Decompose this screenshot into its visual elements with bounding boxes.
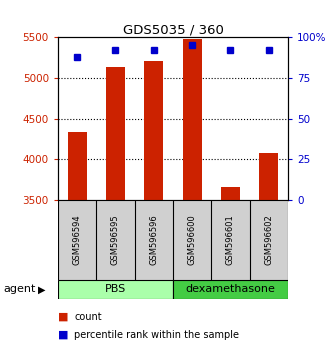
Text: agent: agent: [3, 284, 36, 295]
Text: ■: ■: [58, 312, 69, 322]
Bar: [144, 61, 164, 200]
Bar: [173, 280, 288, 299]
Text: count: count: [74, 312, 102, 322]
Text: ■: ■: [58, 330, 69, 339]
Text: GSM596595: GSM596595: [111, 215, 120, 265]
Text: percentile rank within the sample: percentile rank within the sample: [74, 330, 239, 339]
Text: GSM596596: GSM596596: [149, 215, 158, 265]
Text: GSM596602: GSM596602: [264, 215, 273, 265]
Text: dexamethasone: dexamethasone: [185, 284, 275, 295]
Text: GSM596600: GSM596600: [188, 215, 197, 265]
Text: GSM596601: GSM596601: [226, 215, 235, 265]
Bar: [259, 153, 278, 200]
Bar: [106, 67, 125, 200]
Bar: [58, 280, 173, 299]
Title: GDS5035 / 360: GDS5035 / 360: [122, 23, 223, 36]
Text: PBS: PBS: [105, 284, 126, 295]
Bar: [182, 39, 202, 200]
Text: ▶: ▶: [38, 284, 46, 295]
Bar: [68, 132, 87, 200]
Text: GSM596594: GSM596594: [72, 215, 82, 265]
Bar: [221, 187, 240, 200]
